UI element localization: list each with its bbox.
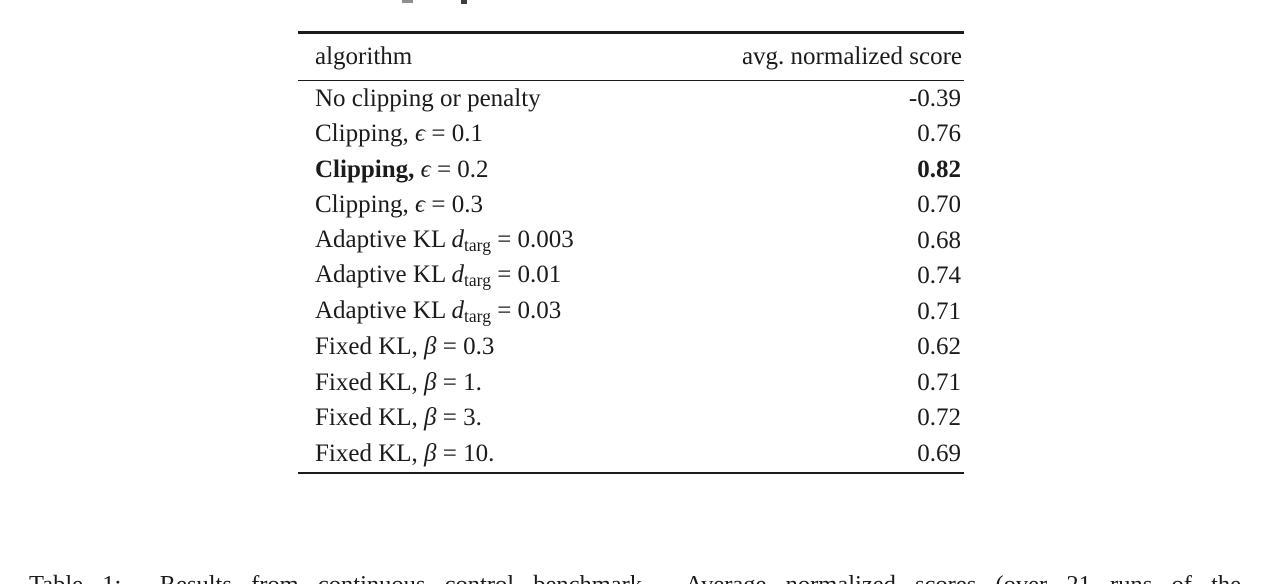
label-text: = 0.003 xyxy=(490,225,574,253)
algorithm-label: Adaptive KL dtarg = 0.03 xyxy=(298,297,561,327)
label-text: Clipping, xyxy=(315,155,421,183)
score-value: -0.39 xyxy=(908,84,961,112)
table-row: Adaptive KL dtarg = 0.003 0.68 xyxy=(298,223,964,259)
table-top-rule xyxy=(298,31,964,34)
algorithm-label: Fixed KL, β = 1. xyxy=(298,369,482,397)
column-header-algorithm: algorithm xyxy=(315,42,413,70)
label-text: Fixed KL, xyxy=(315,368,425,396)
math-symbol: β xyxy=(424,333,437,361)
label-text: = 1. xyxy=(436,368,482,396)
table-row: Fixed KL, β = 3. 0.72 xyxy=(298,401,964,437)
math-symbol: β xyxy=(424,368,437,396)
label-text: = 10. xyxy=(436,439,495,467)
score-value: 0.82 xyxy=(917,155,961,183)
score-value: 0.71 xyxy=(917,368,961,396)
score-value: 0.74 xyxy=(917,262,961,290)
score-value: 0.72 xyxy=(917,404,961,432)
label-text: Fixed KL, xyxy=(315,404,425,432)
algorithm-label: Fixed KL, β = 3. xyxy=(298,404,482,432)
math-symbol: β xyxy=(424,439,437,467)
algorithm-label: Fixed KL, β = 10. xyxy=(298,440,494,468)
math-symbol: β xyxy=(424,404,437,432)
label-text: Adaptive KL xyxy=(315,261,452,289)
table-body: No clipping or penalty -0.39 Clipping, ϵ =… xyxy=(298,81,964,472)
math-symbol: d xyxy=(451,296,465,324)
label-text: Adaptive KL xyxy=(315,296,452,324)
algorithm-label: No clipping or penalty xyxy=(298,85,541,113)
algorithm-label: Clipping, ϵ = 0.3 xyxy=(298,191,483,219)
algorithm-label: Clipping, ϵ = 0.2 xyxy=(298,156,489,184)
math-symbol: ϵ xyxy=(415,120,426,148)
label-text: = 0.1 xyxy=(425,120,483,148)
table-row: Clipping, ϵ = 0.3 0.70 xyxy=(298,188,964,224)
math-symbol: d xyxy=(451,225,465,253)
score-value: 0.62 xyxy=(917,333,961,361)
score-value: 0.68 xyxy=(917,226,961,254)
caption-line-1: Table 1: Results from continuous control… xyxy=(29,567,1241,584)
label-text: = 3. xyxy=(436,404,482,432)
table-header-row: algorithm avg. normalized score xyxy=(298,34,964,80)
table-row: Fixed KL, β = 0.3 0.62 xyxy=(298,330,964,366)
table-row: Adaptive KL dtarg = 0.01 0.74 xyxy=(298,259,964,295)
results-table: algorithm avg. normalized score No clipp… xyxy=(298,31,964,475)
algorithm-label: Adaptive KL dtarg = 0.003 xyxy=(298,226,574,256)
math-symbol: ϵ xyxy=(420,155,431,183)
label-text: = 0.03 xyxy=(490,296,562,324)
score-value: 0.76 xyxy=(917,120,961,148)
table-row: Clipping, ϵ = 0.1 0.76 xyxy=(298,117,964,153)
math-subscript: targ xyxy=(464,270,491,291)
label-text: = 0.3 xyxy=(425,191,483,219)
label-text: Adaptive KL xyxy=(315,225,452,253)
label-text: = 0.3 xyxy=(436,333,495,361)
math-symbol: d xyxy=(451,261,465,289)
algorithm-label: Adaptive KL dtarg = 0.01 xyxy=(298,261,561,291)
algorithm-label: Fixed KL, β = 0.3 xyxy=(298,333,494,361)
table-row: Adaptive KL dtarg = 0.03 0.71 xyxy=(298,294,964,330)
cropped-text-fragment xyxy=(402,0,413,3)
math-subscript: targ xyxy=(464,234,491,255)
label-text: Fixed KL, xyxy=(315,333,425,361)
label-text: Clipping, xyxy=(315,120,416,148)
score-value: 0.71 xyxy=(917,297,961,325)
table-bottom-rule xyxy=(298,471,964,475)
label-text: No clipping or penalty xyxy=(315,84,541,112)
math-symbol: ϵ xyxy=(415,191,426,219)
math-subscript: targ xyxy=(464,305,491,326)
cropped-text-fragment xyxy=(461,0,467,4)
score-value: 0.70 xyxy=(917,191,961,219)
column-header-score: avg. normalized score xyxy=(741,42,962,70)
algorithm-label: Clipping, ϵ = 0.1 xyxy=(298,120,483,148)
table-header-rule xyxy=(298,79,964,82)
table-row: Clipping, ϵ = 0.2 0.82 xyxy=(298,152,964,188)
caption-line-1-text: Table 1: Results from continuous control… xyxy=(29,571,1241,584)
score-value: 0.69 xyxy=(917,439,961,467)
label-text: Clipping, xyxy=(315,191,416,219)
table-row: No clipping or penalty -0.39 xyxy=(298,81,964,117)
label-text: = 0.01 xyxy=(490,261,562,289)
label-text: = 0.2 xyxy=(430,155,489,183)
table-row: Fixed KL, β = 1. 0.71 xyxy=(298,365,964,401)
label-text: Fixed KL, xyxy=(315,439,425,467)
table-caption: Table 1: Results from continuous control… xyxy=(29,497,1241,584)
table-row: Fixed KL, β = 10. 0.69 xyxy=(298,436,964,472)
